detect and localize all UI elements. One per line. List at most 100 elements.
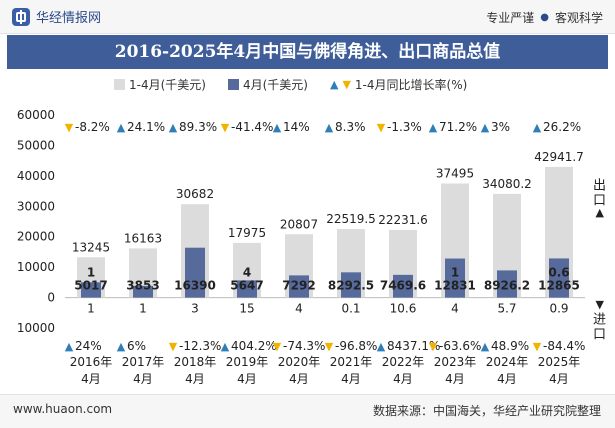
growth-import-label: -84.4% <box>543 339 585 353</box>
triangle-down-icon: ▼ <box>342 78 351 91</box>
data-label-cumulative-export: 42941.7 <box>534 150 584 164</box>
growth-export-up-marker: ▲ <box>169 121 178 134</box>
legend-item-cumulative: 1-4月(千美元) <box>114 76 206 93</box>
growth-export-label: 71.2% <box>439 120 477 134</box>
bar-monthly-export <box>549 258 569 298</box>
y-tick-label: 0 <box>47 291 55 305</box>
chart-legend: 1-4月(千美元) 4月(千美元) ▲ ▼ 1-4月同比增长率(%) <box>114 76 467 93</box>
legend-label-cumulative: 1-4月(千美元) <box>129 78 206 92</box>
import-side-label: 进口 <box>588 312 607 342</box>
growth-export-down-marker: ▼ <box>65 121 74 134</box>
growth-export-label: 3% <box>491 120 510 134</box>
data-label-monthly-export: 5017 <box>74 279 107 293</box>
growth-import-label: -63.6% <box>439 339 481 353</box>
data-label-cumulative-import: 15 <box>239 302 254 316</box>
data-label-cumulative-import: 10.6 <box>390 302 417 316</box>
growth-export-label: 89.3% <box>179 120 217 134</box>
x-tick-label-year: 2021年 <box>330 355 373 369</box>
data-label-monthly-export: 7469.6 <box>380 279 426 293</box>
growth-import-label: -74.3% <box>283 339 325 353</box>
export-side-text: 出口 <box>590 178 605 208</box>
growth-export-label: 8.3% <box>335 120 366 134</box>
x-tick-label-month: 4月 <box>237 372 257 386</box>
tagline-objective: 客观科学 <box>554 11 603 25</box>
y-tick-label: 50000 <box>17 138 55 152</box>
huajing-logo-icon <box>12 7 30 26</box>
growth-import-label: 24% <box>75 339 102 353</box>
x-tick-label-month: 4月 <box>445 372 465 386</box>
data-label-monthly-import: 4 <box>243 266 251 280</box>
growth-import-label: 8437.1% <box>387 339 440 353</box>
growth-import-up-marker: ▲ <box>377 340 386 353</box>
brand-name: 华经情报网 <box>36 11 102 26</box>
growth-import-down-marker: ▼ <box>533 340 542 353</box>
growth-import-down-marker: ▼ <box>273 340 282 353</box>
x-tick-label-year: 2017年 <box>122 355 165 369</box>
data-label-monthly-export: 8926.2 <box>484 279 530 293</box>
import-side-text: 进口 <box>590 312 605 342</box>
x-tick-label-year: 2020年 <box>278 355 321 369</box>
arrow-up-icon: ▲ <box>595 206 604 219</box>
x-tick-label-year: 2022年 <box>382 355 425 369</box>
footer-bar <box>0 394 615 428</box>
bar-monthly-export <box>133 285 153 298</box>
growth-import-down-marker: ▼ <box>325 340 334 353</box>
growth-import-label: 48.9% <box>491 339 529 353</box>
triangle-up-icon: ▲ <box>329 78 339 91</box>
x-tick-label-month: 4月 <box>549 372 569 386</box>
growth-import-down-marker: ▼ <box>169 340 178 353</box>
data-label-monthly-export: 12865 <box>538 279 580 293</box>
x-tick-label-month: 4月 <box>185 372 205 386</box>
data-label-cumulative-import: 5.7 <box>497 302 516 316</box>
footer-source: 数据来源：中国海关，华经产业研究院整理 <box>372 404 601 418</box>
x-tick-label-month: 4月 <box>289 372 309 386</box>
growth-export-label: 26.2% <box>543 120 581 134</box>
growth-export-label: -1.3% <box>387 120 422 134</box>
legend-label-growth: 1-4月同比增长率(%) <box>354 78 468 92</box>
legend-item-growth: ▲ ▼ 1-4月同比增长率(%) <box>330 76 467 93</box>
bullet-icon: ● <box>540 12 549 23</box>
footer-website[interactable]: www.huaon.com <box>13 402 113 416</box>
bar-monthly-export <box>81 282 101 298</box>
data-label-cumulative-import: 0.1 <box>341 302 360 316</box>
data-label-monthly-export: 16390 <box>174 279 216 293</box>
x-tick-label-year: 2016年 <box>70 355 113 369</box>
growth-export-up-marker: ▲ <box>273 121 282 134</box>
growth-import-up-marker: ▲ <box>65 340 74 353</box>
y-tick-label: 10000 <box>17 260 55 274</box>
data-label-monthly-export: 12831 <box>434 279 476 293</box>
bar-monthly-export <box>393 274 413 298</box>
bar-monthly-export <box>497 270 517 298</box>
data-label-monthly-export: 5647 <box>230 279 263 293</box>
data-label-cumulative-export: 20807 <box>280 217 318 231</box>
growth-import-label: -12.3% <box>179 339 221 353</box>
data-label-monthly-import: 1 <box>451 266 459 280</box>
y-tick-label: 40000 <box>17 169 55 183</box>
growth-import-up-marker: ▲ <box>481 340 490 353</box>
brand[interactable]: 华经情报网 <box>12 7 101 26</box>
growth-export-up-marker: ▲ <box>481 121 490 134</box>
data-label-cumulative-import: 3 <box>191 302 199 316</box>
chart-title: 2016-2025年4月中国与佛得角进、出口商品总值 <box>7 35 608 69</box>
growth-import-up-marker: ▲ <box>117 340 126 353</box>
y-tick-label: 20000 <box>17 230 55 244</box>
arrow-down-icon: ▼ <box>595 298 604 311</box>
data-label-cumulative-export: 30682 <box>176 187 214 201</box>
data-label-cumulative-export: 22519.5 <box>326 212 376 226</box>
growth-export-down-marker: ▼ <box>221 121 230 134</box>
data-label-monthly-export: 3853 <box>126 279 159 293</box>
top-bar: 华经情报网 专业严谨 ● 客观科学 <box>0 0 615 34</box>
x-tick-label-year: 2019年 <box>226 355 269 369</box>
y-tick-label: 10000 <box>17 321 55 335</box>
legend-swatch-cumulative <box>114 79 125 90</box>
bar-monthly-export <box>185 247 205 298</box>
growth-export-up-marker: ▲ <box>117 121 126 134</box>
data-label-cumulative-export: 16163 <box>124 231 162 245</box>
data-label-cumulative-export: 37495 <box>436 166 474 180</box>
growth-export-label: -8.2% <box>75 120 110 134</box>
y-tick-label: 60000 <box>17 108 55 122</box>
legend-swatch-monthly <box>227 79 239 90</box>
data-label-cumulative-import: 1 <box>87 302 95 316</box>
x-tick-label-month: 4月 <box>133 372 153 386</box>
